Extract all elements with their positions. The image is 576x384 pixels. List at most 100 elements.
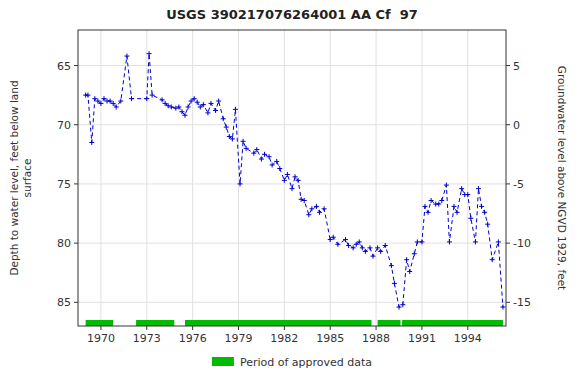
point bbox=[465, 192, 470, 197]
point bbox=[354, 242, 359, 247]
point bbox=[233, 107, 238, 112]
x-grid-line bbox=[421, 30, 422, 326]
y-tick-label: 70 bbox=[57, 119, 71, 132]
point bbox=[407, 269, 412, 274]
point bbox=[419, 239, 424, 244]
point bbox=[144, 96, 149, 101]
point bbox=[198, 104, 203, 109]
approved-period-bar bbox=[136, 320, 174, 326]
point bbox=[118, 99, 123, 104]
point bbox=[392, 281, 397, 286]
background bbox=[0, 0, 576, 384]
point bbox=[98, 101, 103, 106]
y-tick bbox=[74, 302, 78, 303]
point bbox=[166, 103, 171, 108]
x-tick-label: 1985 bbox=[316, 332, 344, 345]
point bbox=[397, 305, 402, 310]
series-line bbox=[86, 54, 503, 307]
x-tick-label: 1973 bbox=[133, 332, 161, 345]
point bbox=[224, 125, 229, 130]
x-grid-line bbox=[330, 30, 331, 326]
y-grid-line bbox=[78, 302, 506, 303]
y-axis-label-line: Depth to water level, feet below land bbox=[8, 80, 20, 275]
x-tick-label: 1970 bbox=[87, 332, 115, 345]
point bbox=[302, 198, 307, 203]
point bbox=[452, 204, 457, 209]
point bbox=[183, 113, 188, 118]
point bbox=[490, 257, 495, 262]
x-tick-label: 1976 bbox=[179, 332, 207, 345]
point bbox=[290, 186, 295, 191]
point bbox=[189, 99, 194, 104]
plot-frame bbox=[78, 30, 506, 326]
point bbox=[238, 181, 243, 186]
y-grid-line bbox=[78, 183, 506, 184]
y2-tick-label: -5 bbox=[513, 178, 524, 191]
point bbox=[216, 99, 221, 104]
x-tick bbox=[376, 326, 377, 330]
point bbox=[400, 302, 405, 307]
y-grid-line bbox=[78, 124, 506, 125]
point bbox=[293, 174, 298, 179]
x-grid-line bbox=[467, 30, 468, 326]
point bbox=[436, 202, 441, 207]
x-tick bbox=[330, 326, 331, 330]
point bbox=[150, 93, 155, 98]
x-grid-line bbox=[376, 30, 377, 326]
point bbox=[479, 204, 484, 209]
point bbox=[124, 54, 129, 59]
x-grid-line bbox=[100, 30, 101, 326]
point bbox=[422, 204, 427, 209]
x-tick bbox=[146, 326, 147, 330]
point bbox=[322, 206, 327, 211]
x-grid-line bbox=[146, 30, 147, 326]
point bbox=[274, 159, 279, 164]
y-tick bbox=[74, 183, 78, 184]
point bbox=[375, 245, 380, 250]
x-tick bbox=[284, 326, 285, 330]
point bbox=[439, 198, 444, 203]
title: USGS 390217076264001 AA Cf 97 bbox=[166, 7, 418, 22]
point bbox=[444, 183, 449, 188]
point bbox=[163, 101, 168, 106]
point bbox=[201, 102, 206, 107]
approved-period-bar bbox=[185, 320, 371, 326]
point bbox=[244, 146, 249, 151]
chart: 1970197319761979198219851988199119946570… bbox=[0, 0, 576, 384]
point bbox=[147, 51, 152, 56]
x-tick-label: 1991 bbox=[408, 332, 436, 345]
point bbox=[360, 245, 365, 250]
axes: 1970197319761979198219851988199119946570… bbox=[57, 60, 531, 345]
point bbox=[221, 116, 226, 121]
point bbox=[208, 101, 213, 106]
point bbox=[296, 178, 301, 183]
x-tick-label: 1988 bbox=[362, 332, 390, 345]
point bbox=[306, 212, 311, 217]
point bbox=[309, 206, 314, 211]
legend-swatch bbox=[212, 357, 234, 366]
point bbox=[285, 172, 290, 177]
point bbox=[111, 101, 116, 106]
point bbox=[129, 96, 134, 101]
x-tick bbox=[421, 326, 422, 330]
point bbox=[343, 237, 348, 242]
point bbox=[371, 254, 376, 259]
y2-tick-label: -15 bbox=[513, 296, 531, 309]
x-tick bbox=[192, 326, 193, 330]
x-tick-label: 1994 bbox=[454, 332, 482, 345]
y-tick-label: 65 bbox=[57, 60, 71, 73]
approved-period-bar bbox=[378, 320, 401, 326]
point bbox=[85, 93, 90, 98]
x-tick bbox=[100, 326, 101, 330]
point bbox=[270, 162, 275, 167]
legend-label: Period of approved data bbox=[240, 356, 372, 369]
point bbox=[378, 249, 383, 254]
point bbox=[429, 198, 434, 203]
point bbox=[192, 96, 197, 101]
y-tick-label: 80 bbox=[57, 237, 71, 250]
point bbox=[314, 204, 319, 209]
y2-tick bbox=[506, 124, 510, 125]
legend: Period of approved data bbox=[212, 356, 372, 369]
point bbox=[108, 99, 113, 104]
point bbox=[213, 108, 218, 113]
